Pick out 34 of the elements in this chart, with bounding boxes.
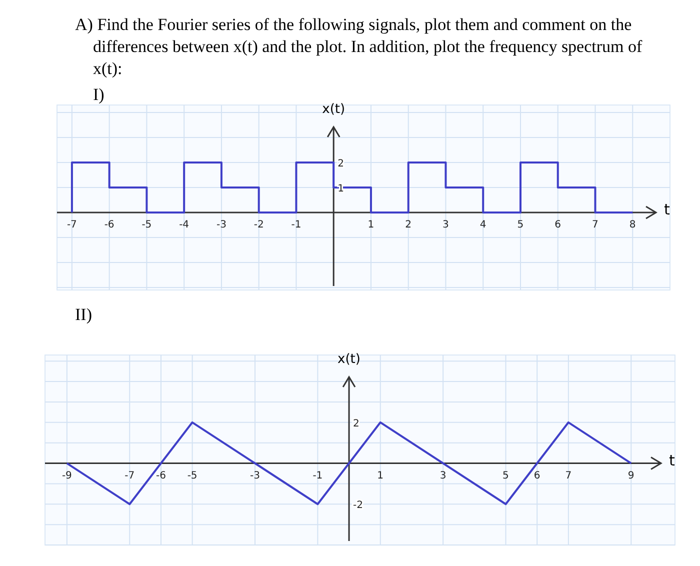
chart-subtitle: I) xyxy=(93,85,104,104)
chart-title: II) xyxy=(75,305,92,324)
x-tick-label: 7 xyxy=(565,470,572,482)
chart-title: A) Find the Fourier series of the following signals, plot them and comment on the differences between x(t) and the plot. In addition, plot the frequency spectrum of x(t): xyxy=(75,15,642,78)
x-axis-title: t xyxy=(664,200,670,218)
x-tick-label: -9 xyxy=(62,470,72,482)
x-tick-label: 6 xyxy=(554,220,562,230)
x-tick-label: -7 xyxy=(124,470,135,482)
x-tick-label: -6 xyxy=(156,470,166,482)
x-tick-label: -4 xyxy=(179,220,190,230)
x-tick-label: -1 xyxy=(291,220,302,230)
y-axis-title: x(t) xyxy=(338,352,360,367)
x-tick-label: 5 xyxy=(502,470,509,482)
x-tick-label: -2 xyxy=(254,220,264,230)
x-tick-label: 1 xyxy=(377,470,384,482)
x-tick-label: -7 xyxy=(66,220,77,230)
x-tick-label: 9 xyxy=(628,470,634,482)
x-tick-label: 3 xyxy=(442,220,449,230)
x-tick-label: -5 xyxy=(187,470,198,482)
x-tick-label: 7 xyxy=(592,220,598,230)
x-tick-label: 5 xyxy=(517,220,524,230)
x-tick-label: -3 xyxy=(216,220,226,230)
x-tick-label: 2 xyxy=(405,220,412,230)
x-tick-label: 8 xyxy=(629,220,636,230)
x-tick-label: -5 xyxy=(142,220,152,230)
y-axis-title: x(t) xyxy=(322,102,346,117)
x-tick-label: 3 xyxy=(440,470,446,482)
x-tick-label: 6 xyxy=(534,470,540,482)
x-tick-label: -1 xyxy=(312,470,323,482)
x-axis-title: t xyxy=(669,451,675,470)
x-tick-label: -6 xyxy=(104,220,114,230)
x-tick-label: 4 xyxy=(480,220,486,230)
x-tick-label: 1 xyxy=(368,220,374,230)
x-tick-label: -3 xyxy=(250,470,260,482)
